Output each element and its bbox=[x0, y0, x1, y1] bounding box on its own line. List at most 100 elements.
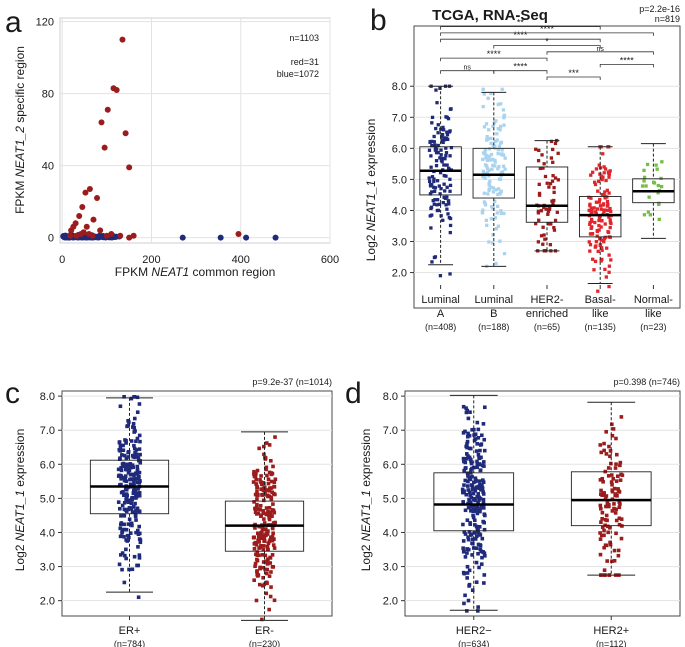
panel-b-data-point bbox=[481, 87, 485, 91]
panel-b-data-point bbox=[553, 218, 558, 223]
panel-c-data-point bbox=[259, 480, 263, 484]
panel-b-data-point bbox=[438, 192, 442, 196]
panel-d-data-point bbox=[460, 487, 465, 492]
panel-b-y-tick: 3.0 bbox=[392, 237, 407, 249]
panel-b-data-point bbox=[606, 230, 610, 234]
panel-d-data-point bbox=[610, 559, 614, 564]
panel-d-data-point bbox=[481, 492, 486, 496]
panel-c-data-point bbox=[263, 487, 268, 492]
panel-b-data-point bbox=[602, 208, 607, 212]
panel-d-data-point bbox=[474, 524, 479, 529]
panel-c-data-point bbox=[262, 444, 266, 449]
panel-c-data-point bbox=[271, 543, 276, 547]
panel-b-data-point bbox=[435, 203, 439, 207]
panel-b-data-point bbox=[548, 206, 552, 210]
panel-d-data-point bbox=[465, 484, 470, 488]
panel-b-data-point bbox=[537, 148, 541, 153]
panel-b-data-point bbox=[496, 102, 500, 107]
panel-d-y-tick: 3.0 bbox=[383, 562, 398, 574]
panel-a-scatter: 0 200 400 600 0 40 80 120 n=1103 red=31 blue=10… bbox=[13, 17, 339, 279]
panel-b-data-point bbox=[490, 157, 495, 162]
panel-d-data-point bbox=[599, 450, 604, 455]
panel-c-data-point bbox=[137, 524, 141, 529]
panel-b-comparison-label: * bbox=[545, 37, 549, 47]
panel-b-category-label-line2: A bbox=[437, 308, 445, 320]
panel-c-data-point bbox=[255, 550, 260, 554]
panel-c-data-point bbox=[122, 522, 126, 527]
panel-b-data-point bbox=[596, 179, 601, 183]
panel-label-b: b bbox=[370, 4, 387, 37]
panel-c-data-point bbox=[267, 574, 272, 578]
panel-d-data-point bbox=[614, 531, 618, 536]
panel-b-category-n: (n=408) bbox=[425, 322, 456, 332]
panel-d-data-point bbox=[602, 533, 606, 538]
panel-b-data-point bbox=[433, 198, 437, 202]
panel-d-data-point bbox=[605, 502, 610, 507]
panel-b-data-point bbox=[660, 160, 664, 164]
panel-b-data-point bbox=[444, 115, 448, 119]
panel-b-data-point bbox=[655, 167, 659, 171]
panel-b-category-label-line2: enriched bbox=[526, 308, 568, 320]
panel-b-data-point bbox=[429, 226, 433, 230]
panel-b-data-point bbox=[607, 270, 611, 274]
panel-b-data-point bbox=[442, 173, 446, 178]
panel-b-boxplot: TCGA, RNA-Seq p=2.2e-16 n=819 **********… bbox=[364, 4, 681, 332]
panel-a-red-point bbox=[67, 232, 74, 239]
panel-c-data-point bbox=[251, 480, 256, 484]
panel-d-data-point bbox=[477, 462, 482, 466]
panel-c-data-point bbox=[130, 482, 135, 487]
panel-b-data-point bbox=[594, 200, 599, 204]
panel-b-data-point bbox=[589, 226, 593, 231]
panel-c-data-point bbox=[263, 553, 268, 558]
panel-b-data-point bbox=[435, 179, 440, 183]
panel-c-data-point bbox=[128, 506, 132, 510]
panel-c-data-point bbox=[119, 514, 123, 518]
panel-c-data-point bbox=[124, 547, 128, 552]
panel-b-data-point bbox=[484, 122, 489, 126]
panel-c-data-point bbox=[131, 495, 135, 500]
panel-c-data-point bbox=[120, 503, 125, 508]
panel-b-category-n: (n=188) bbox=[478, 322, 509, 332]
panel-b-data-point bbox=[482, 125, 487, 129]
panel-d-data-point bbox=[615, 474, 620, 479]
panel-c-data-point bbox=[259, 530, 264, 535]
panel-d-data-point bbox=[469, 459, 473, 464]
panel-d-y-tick: 7.0 bbox=[383, 425, 398, 437]
panel-d-data-point bbox=[466, 537, 471, 542]
panel-b-data-point bbox=[607, 191, 611, 195]
panel-b-data-point bbox=[642, 213, 647, 217]
panel-d-pvalue: p=0.398 (n=746) bbox=[613, 377, 680, 387]
panel-b-data-point bbox=[429, 206, 433, 211]
panel-b-data-point bbox=[588, 202, 592, 206]
panel-b-data-point bbox=[605, 188, 609, 192]
panel-c-data-point bbox=[132, 443, 136, 448]
panel-c-data-point bbox=[122, 463, 126, 468]
panel-c-data-point bbox=[129, 477, 134, 481]
panel-b-data-point bbox=[605, 195, 609, 199]
panel-b-data-point bbox=[436, 198, 440, 202]
panel-b-data-point bbox=[598, 204, 603, 208]
panel-b-data-point bbox=[430, 121, 434, 125]
panel-d-data-point bbox=[472, 480, 476, 485]
panel-d-data-point bbox=[469, 505, 474, 509]
panel-c-data-point bbox=[116, 474, 121, 478]
panel-b-data-point bbox=[499, 209, 503, 213]
panel-d-data-point bbox=[468, 521, 472, 525]
panel-b-data-point bbox=[542, 205, 546, 210]
panel-b-data-point bbox=[446, 117, 451, 121]
panel-b-data-point bbox=[445, 130, 449, 134]
panel-c-data-point bbox=[116, 500, 121, 504]
panel-d-data-point bbox=[482, 573, 487, 577]
panel-b-box bbox=[579, 196, 622, 238]
panel-c-data-point bbox=[137, 447, 142, 451]
panel-a-x-axis-label: FPKM NEAT1 common region bbox=[115, 265, 276, 279]
panel-b-data-point bbox=[448, 177, 452, 181]
panel-c-data-point bbox=[133, 477, 138, 481]
panel-d-data-point bbox=[600, 510, 605, 515]
panel-d-data-point bbox=[616, 553, 621, 558]
panel-c-data-point bbox=[126, 424, 130, 428]
panel-d-data-point bbox=[470, 474, 474, 479]
panel-b-data-point bbox=[600, 177, 604, 182]
panel-c-data-point bbox=[270, 526, 275, 531]
panel-d-data-point bbox=[473, 432, 478, 437]
